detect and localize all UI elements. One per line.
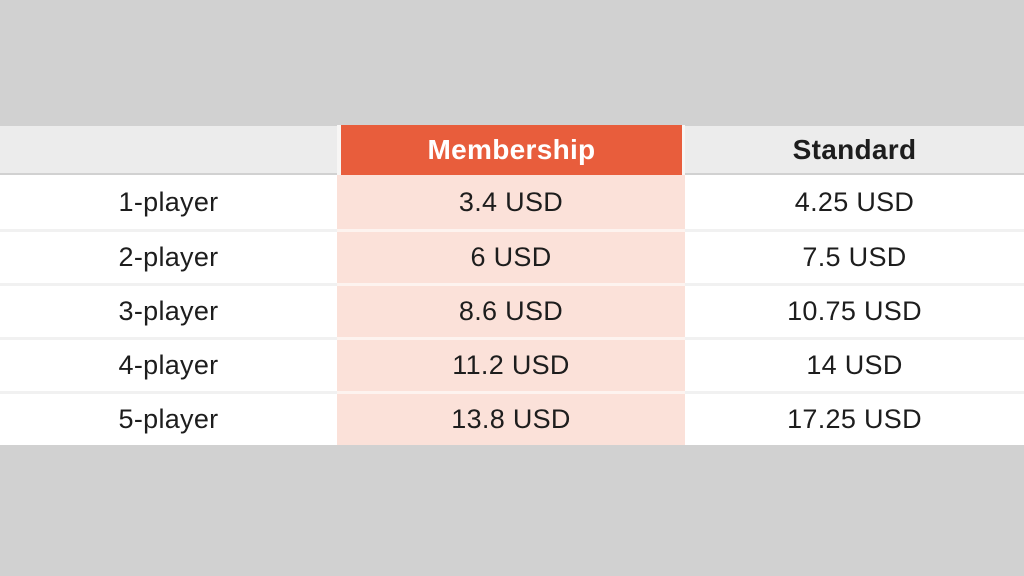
membership-price-2-player: 6 USD [337,229,685,283]
standard-price-4-player: 14 USD [685,337,1024,391]
row-label-2-player: 2-player [0,229,337,283]
membership-price-1-player: 3.4 USD [337,175,685,229]
standard-column-header: Standard [685,126,1024,173]
membership-price-4-player: 11.2 USD [337,337,685,391]
membership-column-header: Membership [337,125,685,175]
pricing-table: Membership Standard 1-player 3.4 USD 4.2… [0,125,1024,445]
row-label-3-player: 3-player [0,283,337,337]
membership-price-5-player: 13.8 USD [337,391,685,445]
standard-price-1-player: 4.25 USD [685,175,1024,229]
standard-price-3-player: 10.75 USD [685,283,1024,337]
standard-price-2-player: 7.5 USD [685,229,1024,283]
row-label-4-player: 4-player [0,337,337,391]
corner-header-cell [0,126,337,173]
row-label-5-player: 5-player [0,391,337,445]
row-label-1-player: 1-player [0,175,337,229]
membership-price-3-player: 8.6 USD [337,283,685,337]
standard-price-5-player: 17.25 USD [685,391,1024,445]
